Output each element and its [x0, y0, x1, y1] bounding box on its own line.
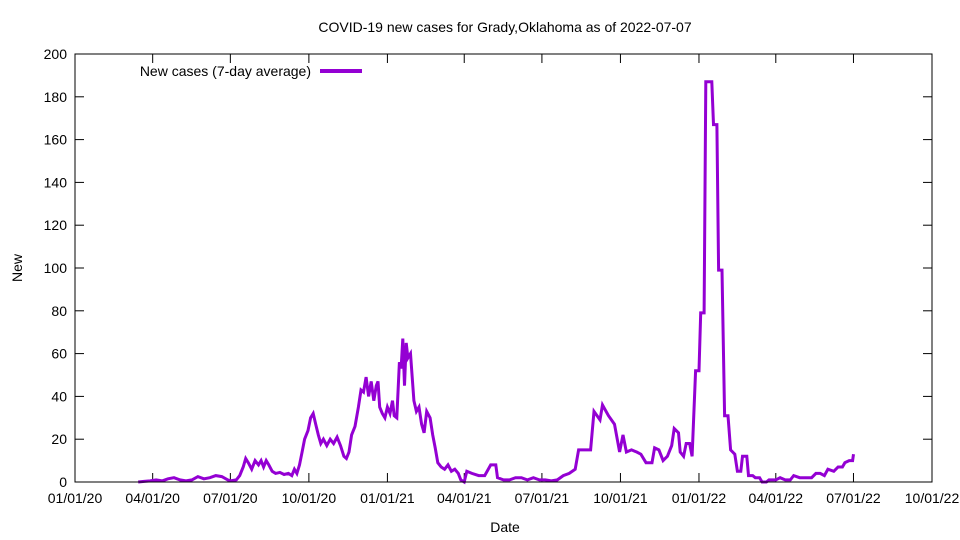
x-tick-label: 01/01/22	[672, 490, 727, 506]
x-tick-label: 10/01/21	[593, 490, 648, 506]
x-tick-label: 04/01/20	[125, 490, 180, 506]
plot-area	[138, 80, 855, 485]
x-tick-label: 10/01/20	[282, 490, 337, 506]
x-tick-label: 10/01/22	[905, 490, 960, 506]
x-tick-label: 07/01/22	[826, 490, 881, 506]
y-tick-label: 140	[44, 174, 68, 190]
y-tick-label: 180	[44, 89, 68, 105]
y-tick-label: 80	[51, 303, 67, 319]
y-tick-label: 0	[59, 474, 67, 490]
x-axis-label: Date	[490, 519, 520, 535]
y-tick-label: 60	[51, 346, 67, 362]
y-axis-label: New	[9, 253, 25, 282]
y-tick-label: 20	[51, 431, 67, 447]
x-tick-label: 01/01/20	[48, 490, 103, 506]
x-tick-label: 07/01/21	[515, 490, 570, 506]
x-tick-label: 01/01/21	[360, 490, 415, 506]
chart-title: COVID-19 new cases for Grady,Oklahoma as…	[318, 19, 691, 35]
legend: New cases (7-day average)	[140, 63, 362, 79]
y-tick-label: 120	[44, 217, 68, 233]
x-tick-label: 07/01/20	[203, 490, 258, 506]
y-tick-label: 160	[44, 132, 68, 148]
plot-frame	[74, 53, 933, 483]
y-tick-label: 40	[51, 388, 67, 404]
y-tick-label: 100	[44, 260, 68, 276]
series-line	[138, 80, 855, 485]
x-tick-label: 04/01/21	[437, 490, 492, 506]
x-tick-label: 04/01/22	[749, 490, 804, 506]
axis-ticks: 0 20 40 60 80 100 120 140 160 180 200 01/01/20 04/01…	[44, 46, 960, 506]
y-tick-label: 200	[44, 46, 68, 62]
legend-label: New cases (7-day average)	[140, 63, 311, 79]
